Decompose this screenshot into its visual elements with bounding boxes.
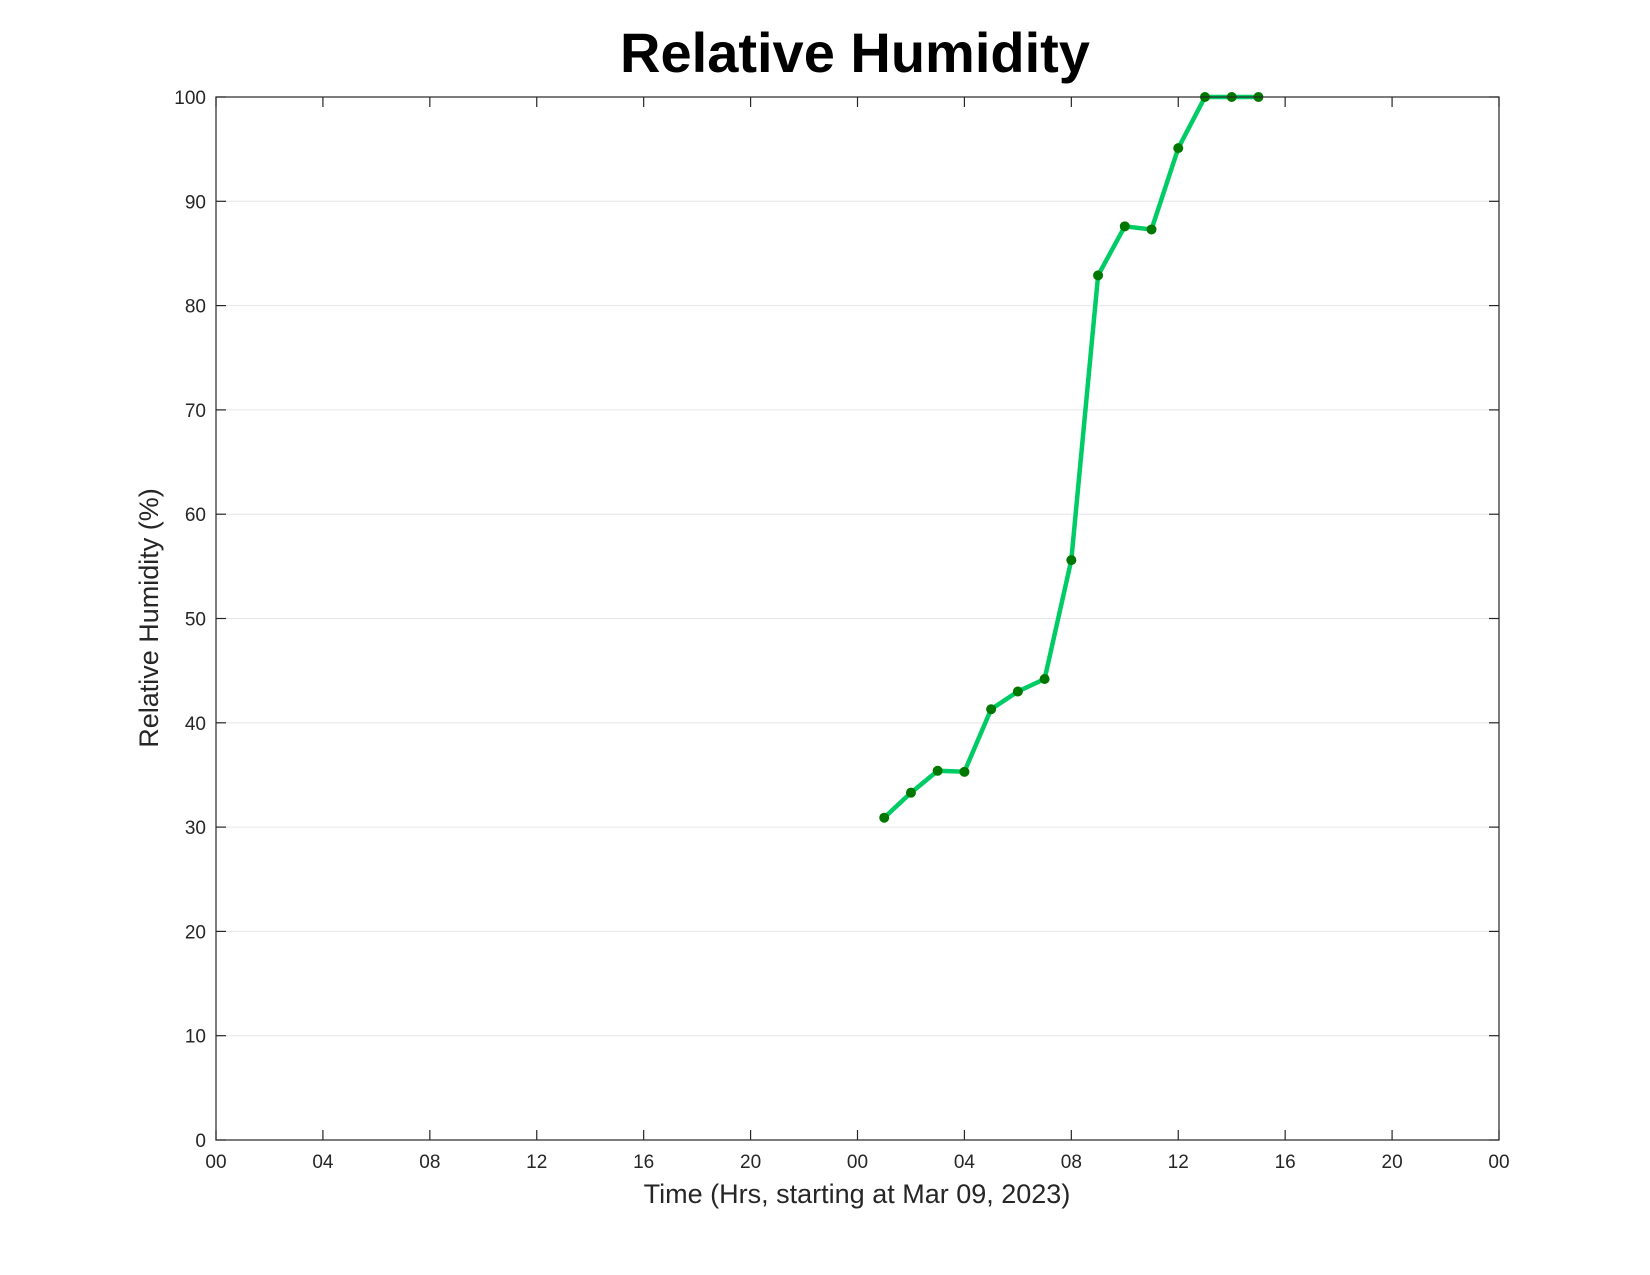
x-tick-label: 00: [847, 1152, 868, 1173]
chart-title: Relative Humidity: [620, 21, 1090, 84]
y-tick-label: 100: [174, 88, 206, 109]
series-line: [881, 94, 1261, 820]
x-tick-label: 16: [1275, 1152, 1296, 1173]
y-axis-label: Relative Humidity (%): [134, 488, 164, 748]
x-tick-label: 12: [526, 1152, 547, 1173]
data-point: [879, 812, 890, 823]
data-point: [1146, 224, 1157, 235]
x-tick-label: 12: [1168, 1152, 1189, 1173]
x-tick-label: 04: [954, 1152, 976, 1173]
data-point: [959, 766, 970, 777]
data-point: [932, 765, 943, 776]
data-point: [1093, 270, 1104, 281]
x-tick-label: 08: [1061, 1152, 1082, 1173]
y-tick-label: 20: [185, 922, 206, 943]
y-tick-label: 40: [185, 714, 206, 735]
y-tick-label: 0: [195, 1131, 206, 1152]
x-tick-label: 00: [1488, 1152, 1509, 1173]
data-point: [1119, 221, 1130, 232]
x-tick-label: 20: [1382, 1152, 1403, 1173]
y-tick-label: 90: [185, 192, 206, 213]
data-point: [1066, 555, 1077, 566]
x-tick-label: 04: [312, 1152, 334, 1173]
y-tick-label: 10: [185, 1027, 206, 1048]
y-tick-label: 70: [185, 401, 206, 422]
y-tick-label: 30: [185, 818, 206, 839]
grid-lines: [216, 200, 1499, 1037]
axis-ticks: 0 10 20 30 40 50 60 70 80 90 100 00 04 08 12 16 20 00 04 08…: [174, 88, 1509, 1173]
data-point: [1173, 143, 1184, 154]
data-point: [905, 787, 916, 798]
data-point: [1012, 686, 1023, 697]
data-point: [986, 704, 997, 715]
x-tick-label: 00: [205, 1152, 226, 1173]
y-tick-label: 80: [185, 297, 206, 318]
x-tick-label: 08: [419, 1152, 440, 1173]
data-point: [1039, 673, 1050, 684]
y-tick-label: 50: [185, 610, 206, 631]
x-tick-label: 20: [740, 1152, 761, 1173]
x-tick-label: 16: [633, 1152, 654, 1173]
x-axis-label: Time (Hrs, starting at Mar 09, 2023): [644, 1179, 1071, 1209]
y-tick-label: 60: [185, 505, 206, 526]
series-layer: [879, 92, 1264, 823]
